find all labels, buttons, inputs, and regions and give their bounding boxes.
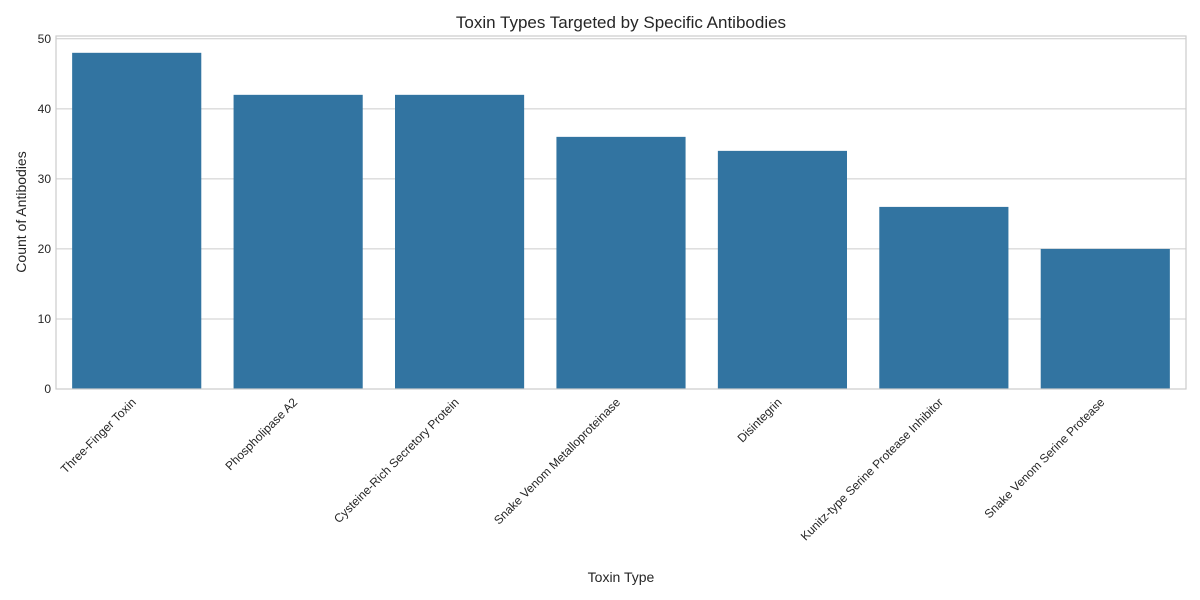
- bar: [233, 94, 363, 389]
- y-tick-label: 20: [38, 242, 52, 256]
- y-axis-label: Count of Antibodies: [13, 151, 29, 272]
- bar: [395, 94, 525, 389]
- x-tick-label: Cysteine-Rich Secretory Protein: [331, 395, 462, 526]
- bar: [1040, 248, 1170, 389]
- bar: [717, 150, 847, 389]
- x-axis-label: Toxin Type: [588, 569, 655, 585]
- y-tick-label: 40: [38, 102, 52, 116]
- bar: [556, 136, 686, 389]
- bar: [72, 52, 202, 390]
- y-tick-label: 0: [44, 382, 51, 396]
- x-tick-label: Snake Venom Serine Protease: [981, 395, 1107, 521]
- chart-title: Toxin Types Targeted by Specific Antibod…: [456, 13, 786, 32]
- y-tick-label: 30: [38, 172, 52, 186]
- bar: [879, 206, 1009, 389]
- y-tick-label: 10: [38, 312, 52, 326]
- x-tick-label: Phospholipase A2: [222, 395, 300, 473]
- y-tick-label: 50: [38, 32, 52, 46]
- y-tick-labels: 0 10 20 30 40 50: [38, 32, 52, 396]
- bars: [72, 52, 1170, 390]
- x-tick-label: Kunitz-type Serine Protease Inhibitor: [798, 395, 946, 543]
- x-tick-label: Three-Finger Toxin: [58, 395, 139, 476]
- x-tick-labels: Three-Finger Toxin Phospholipase A2 Cystei…: [58, 395, 1108, 543]
- x-tick-label: Disintegrin: [735, 395, 785, 445]
- plot-frame: [55, 35, 1187, 390]
- x-tick-label: Snake Venom Metalloproteinase: [491, 395, 623, 527]
